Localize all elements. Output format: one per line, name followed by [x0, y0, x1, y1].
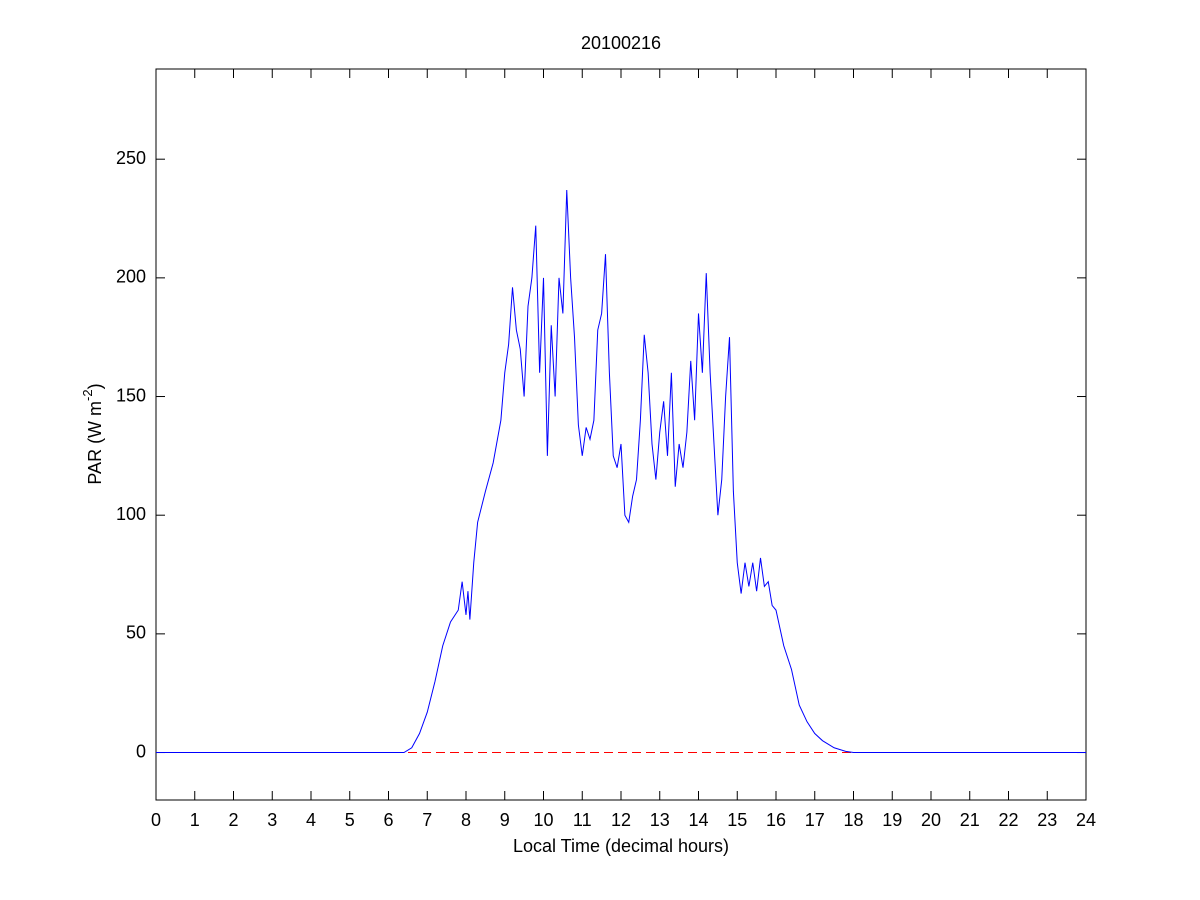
x-tick-label: 2: [228, 810, 238, 830]
x-tick-label: 13: [650, 810, 670, 830]
x-tick-label: 7: [422, 810, 432, 830]
x-tick-label: 19: [882, 810, 902, 830]
data-line: [156, 190, 1086, 754]
y-tick-label: 200: [116, 267, 146, 287]
x-tick-label: 4: [306, 810, 316, 830]
x-tick-label: 12: [611, 810, 631, 830]
x-tick-label: 16: [766, 810, 786, 830]
y-label-sup: -2: [80, 389, 95, 401]
y-tick-label: 150: [116, 385, 146, 405]
y-tick-label: 50: [126, 623, 146, 643]
x-tick-label: 0: [151, 810, 161, 830]
x-tick-label: 23: [1037, 810, 1057, 830]
x-axis-label: Local Time (decimal hours): [513, 836, 729, 856]
x-tick-label: 11: [573, 810, 592, 830]
x-tick-label: 14: [688, 810, 708, 830]
x-tick-label: 20: [921, 810, 941, 830]
x-tick-label: 8: [461, 810, 471, 830]
x-tick-label: 6: [383, 810, 393, 830]
chart-title: 20100216: [581, 33, 661, 53]
x-tick-label: 21: [960, 810, 980, 830]
y-label-text: PAR (W m: [85, 401, 105, 485]
x-tick-label: 18: [843, 810, 863, 830]
y-label-end: ): [85, 383, 105, 389]
y-tick-label: 0: [136, 741, 146, 761]
x-tick-label: 24: [1076, 810, 1096, 830]
y-axis-label: PAR (W m-2): [80, 383, 104, 484]
y-tick-label: 250: [116, 148, 146, 168]
x-tick-label: 22: [998, 810, 1018, 830]
x-tick-label: 5: [345, 810, 355, 830]
x-tick-label: 17: [805, 810, 825, 830]
x-tick-label: 10: [533, 810, 553, 830]
x-tick-label: 15: [727, 810, 747, 830]
x-tick-label: 9: [500, 810, 510, 830]
y-tick-label: 100: [116, 504, 146, 524]
x-tick-label: 3: [267, 810, 277, 830]
x-tick-label: 1: [190, 810, 200, 830]
